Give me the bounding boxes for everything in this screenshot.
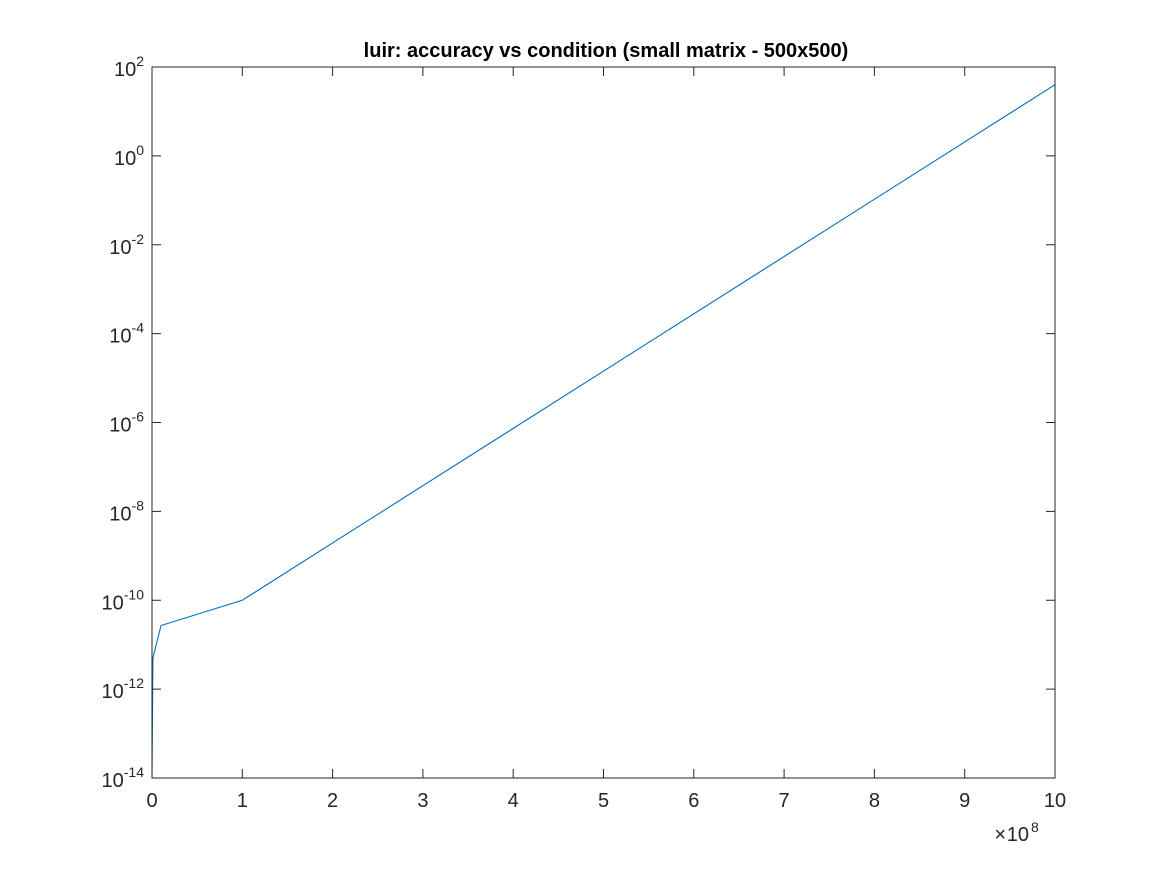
- y-tick-label-base: 10: [109, 503, 131, 525]
- x-tick-label: 9: [959, 790, 970, 812]
- x-tick-label: 3: [417, 790, 428, 812]
- y-tick-label-exponent: -8: [132, 497, 145, 513]
- y-tick-label: 10-12: [102, 675, 145, 703]
- y-tick-label-exponent: -4: [132, 320, 145, 336]
- x-exponent-base: 10: [1007, 824, 1029, 846]
- y-tick-label-base: 10: [102, 770, 124, 792]
- x-tick-label: 4: [508, 790, 519, 812]
- x-tick-label: 6: [688, 790, 699, 812]
- y-tick-label-base: 10: [109, 415, 131, 437]
- y-tick-label: 100: [114, 142, 144, 170]
- y-tick-label-exponent: -12: [124, 675, 144, 691]
- x-tick-label: 8: [869, 790, 880, 812]
- y-tick-label-base: 10: [102, 681, 124, 703]
- y-tick-label-base: 10: [114, 59, 136, 81]
- y-tick-label-base: 10: [109, 326, 131, 348]
- y-tick-label-exponent: 2: [136, 53, 144, 69]
- chart-title: luir: accuracy vs condition (small matri…: [364, 40, 849, 62]
- x-exponent-power: 8: [1031, 819, 1039, 835]
- y-tick-label-exponent: -10: [124, 586, 144, 602]
- x-exponent-times: ×: [994, 824, 1006, 846]
- y-tick-label-exponent: 0: [136, 142, 144, 158]
- x-tick-label: 0: [146, 790, 157, 812]
- series-line-1: [151, 84, 1056, 779]
- y-tick-label: 10-10: [102, 586, 145, 614]
- y-tick-label-exponent: -2: [132, 231, 145, 247]
- y-tick-label-exponent: -6: [132, 409, 145, 425]
- y-tick-label: 102: [114, 53, 144, 81]
- x-tick-label: 5: [598, 790, 609, 812]
- y-tick-label: 10-6: [109, 409, 144, 437]
- x-tick-label: 7: [779, 790, 790, 812]
- y-tick-label-base: 10: [114, 148, 136, 170]
- x-tick-label: 2: [327, 790, 338, 812]
- y-tick-label: 10-8: [109, 497, 144, 525]
- y-tick-label-base: 10: [102, 592, 124, 614]
- x-tick-label: 1: [237, 790, 248, 812]
- y-tick-label-base: 10: [109, 237, 131, 259]
- y-tick-label: 10-14: [102, 764, 145, 792]
- y-tick-label-exponent: -14: [124, 764, 144, 780]
- y-tick-label: 10-4: [109, 320, 144, 348]
- y-tick-label: 10-2: [109, 231, 144, 259]
- x-tick-label: 10: [1044, 790, 1066, 812]
